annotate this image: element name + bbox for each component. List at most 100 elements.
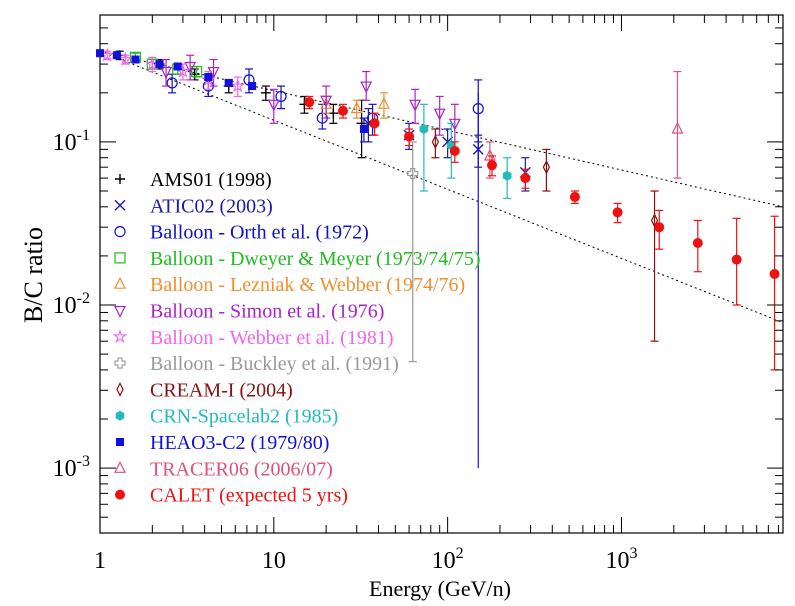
marker-triangle-up xyxy=(114,460,126,473)
marker-filled-square xyxy=(96,49,104,58)
y-tick-label: 10-3 xyxy=(53,453,90,482)
marker-circle xyxy=(114,226,126,238)
marker-triangle-up xyxy=(671,121,684,134)
legend-item: Balloon - Orth et al. (1972) xyxy=(114,222,369,244)
marker-diamond xyxy=(542,159,551,175)
marker-filled-square xyxy=(224,78,233,87)
marker-triangle-down xyxy=(320,95,333,108)
marker-filled-square xyxy=(359,124,368,133)
series-8 xyxy=(431,128,659,342)
marker-hexagon xyxy=(419,124,429,134)
marker-triangle-up xyxy=(377,96,390,109)
series-12 xyxy=(304,95,780,371)
marker-filled-square xyxy=(116,438,124,446)
legend-label: Balloon - Simon et al. (1976) xyxy=(150,301,384,323)
marker-triangle-up xyxy=(114,276,126,289)
legend-label: Balloon - Orth et al. (1972) xyxy=(150,222,369,244)
legend-label: CALET (expected 5 yrs) xyxy=(150,485,348,507)
legend-item: CRN-Spacelab2 (1985) xyxy=(115,406,338,428)
marker-triangle-down xyxy=(433,108,446,121)
series-6 xyxy=(99,47,246,98)
marker-filled-circle xyxy=(520,173,531,184)
marker-triangle-down xyxy=(160,66,173,79)
marker-cross-open xyxy=(114,357,126,369)
x-tick-label: 103 xyxy=(605,545,637,574)
marker-filled-circle xyxy=(487,160,498,171)
legend-item: Balloon - Simon et al. (1976) xyxy=(114,301,384,323)
marker-plus xyxy=(115,174,125,184)
marker-square xyxy=(114,252,126,264)
marker-hexagon xyxy=(502,170,512,181)
legend-item: TRACER06 (2006/07) xyxy=(114,458,333,480)
marker-triangle-up xyxy=(350,101,363,114)
data-series xyxy=(96,47,780,469)
x-tick-label: 1 xyxy=(94,548,106,574)
marker-hexagon xyxy=(115,410,125,421)
x-tick-label: 102 xyxy=(432,545,464,574)
marker-circle xyxy=(166,77,178,89)
x-tick-label: 10 xyxy=(262,548,286,574)
marker-plus xyxy=(260,87,271,98)
marker-filled-square xyxy=(131,55,140,64)
axis-ticks: 1 10 102 103 10-1 10-2 10-3 xyxy=(53,15,783,574)
series-9 xyxy=(419,103,512,200)
legend-label: CREAM-I (2004) xyxy=(150,379,293,401)
legend-item: Balloon - Dweyer & Meyer (1973/74/75) xyxy=(114,248,480,270)
legend-label: AMS01 (1998) xyxy=(150,169,272,191)
legend-label: HEAO3-C2 (1979/80) xyxy=(150,432,329,454)
marker-filled-square xyxy=(155,60,164,69)
marker-filled-circle xyxy=(769,268,780,279)
marker-star xyxy=(200,72,216,87)
legend: AMS01 (1998) ATIC02 (2003) Balloon - Orth … xyxy=(112,169,480,507)
marker-filled-circle xyxy=(612,207,623,218)
legend-label: ATIC02 (2003) xyxy=(150,195,273,217)
y-tick-label: 10-2 xyxy=(53,290,90,319)
legend-item: Balloon - Lezniak & Webber (1974/76) xyxy=(114,274,465,296)
series-10 xyxy=(96,49,479,469)
plot-border xyxy=(99,14,784,534)
marker-filled-square xyxy=(112,51,121,60)
marker-circle xyxy=(275,90,287,103)
legend-item: HEAO3-C2 (1979/80) xyxy=(116,432,329,454)
y-tick-label: 10-1 xyxy=(53,127,90,156)
legend-item: ATIC02 (2003) xyxy=(114,195,273,217)
marker-triangle-down xyxy=(114,305,126,318)
legend-item: Balloon - Buckley et al. (1991) xyxy=(114,353,399,375)
x-axis-label: Energy (GeV/n) xyxy=(369,576,511,601)
marker-filled-circle xyxy=(731,254,742,265)
legend-item: Balloon - Webber et al. (1981) xyxy=(112,327,394,349)
marker-square xyxy=(191,65,203,78)
marker-triangle-down xyxy=(448,118,461,131)
marker-triangle-down xyxy=(207,66,220,79)
series-11 xyxy=(483,70,684,179)
marker-triangle-up xyxy=(483,148,496,161)
marker-star xyxy=(112,328,128,344)
marker-diamond xyxy=(431,134,440,150)
legend-item: AMS01 (1998) xyxy=(115,169,272,191)
legend-item: CREAM-I (2004) xyxy=(116,379,293,401)
legend-label: CRN-Spacelab2 (1985) xyxy=(150,406,338,428)
marker-filled-circle xyxy=(449,145,460,156)
legend-label: Balloon - Buckley et al. (1991) xyxy=(150,353,399,375)
marker-filled-square xyxy=(204,73,213,82)
legend-label: Balloon - Webber et al. (1981) xyxy=(150,327,394,349)
marker-filled-circle xyxy=(692,237,703,248)
marker-star xyxy=(117,51,133,66)
marker-diamond xyxy=(116,382,124,397)
marker-triangle-down xyxy=(267,99,280,112)
marker-filled-circle xyxy=(304,97,315,108)
legend-label: Balloon - Dweyer & Meyer (1973/74/75) xyxy=(150,248,480,270)
marker-filled-square xyxy=(248,82,257,91)
marker-triangle-down xyxy=(360,81,373,94)
legend-item: CALET (expected 5 yrs) xyxy=(115,485,348,507)
legend-label: TRACER06 (2006/07) xyxy=(150,458,333,480)
marker-cross-open xyxy=(407,167,419,180)
legend-label: Balloon - Lezniak & Webber (1974/76) xyxy=(150,274,465,296)
marker-filled-circle xyxy=(115,489,125,500)
marker-filled-circle xyxy=(404,131,415,142)
y-axis-label: B/C ratio xyxy=(19,227,48,323)
marker-filled-circle xyxy=(569,191,580,202)
marker-triangle-down xyxy=(184,61,197,74)
marker-star xyxy=(230,78,246,93)
